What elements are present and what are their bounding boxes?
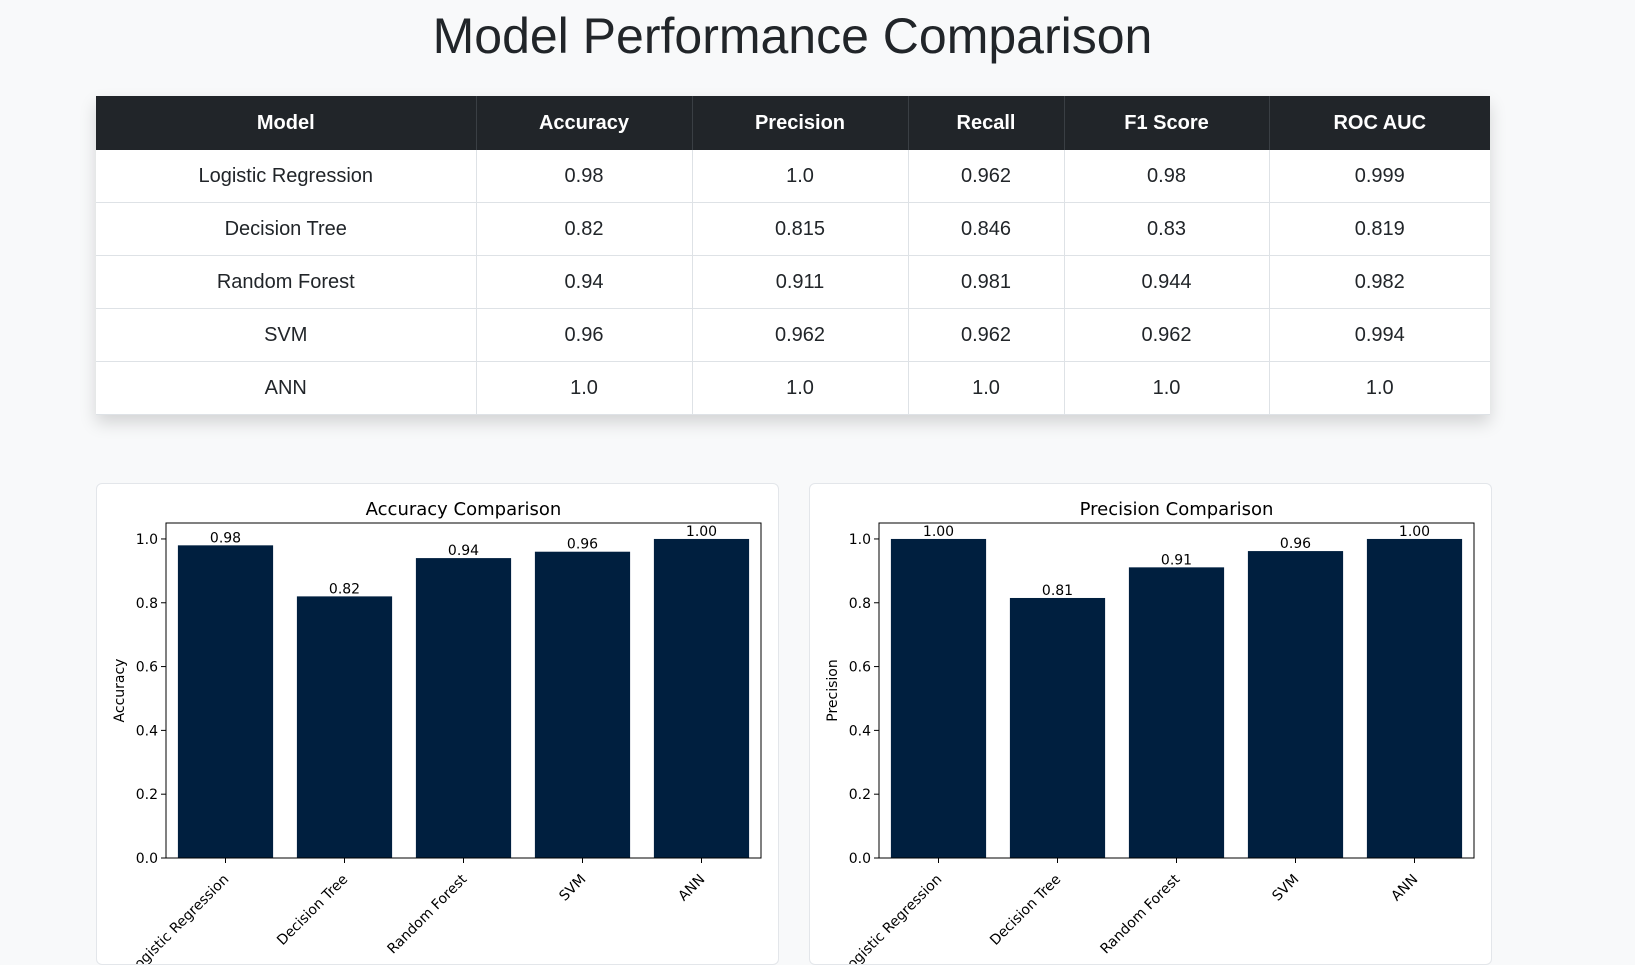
table-cell: 0.981 [908, 255, 1065, 309]
table-cell: 0.83 [1064, 202, 1270, 256]
accuracy-chart-card: Accuracy Comparison 0.98 Logistic Regressi… [96, 483, 779, 965]
x-tick-label: SVM [1269, 872, 1302, 905]
table-cell: 0.82 [476, 202, 693, 256]
bar-ann [653, 538, 750, 858]
header-model: Model [96, 96, 477, 150]
bar-value-label: 0.94 [448, 543, 479, 559]
table-cell: 0.98 [476, 150, 693, 203]
table-cell: 0.815 [692, 202, 909, 256]
y-tick-label: 0.4 [136, 723, 158, 739]
table-cell: 1.0 [1064, 361, 1270, 415]
y-tick-label: 1.0 [849, 532, 871, 548]
x-tick-label: Logistic Regression [839, 872, 945, 964]
bar-random-forest [1128, 567, 1225, 858]
bar-value-label: 1.00 [923, 524, 954, 540]
header-recall: Recall [908, 96, 1065, 150]
header-f1-score: F1 Score [1064, 96, 1270, 150]
x-tick-label: Random Forest [1097, 871, 1183, 957]
x-tick-label: Random Forest [384, 871, 470, 957]
bar-value-label: 0.82 [329, 581, 360, 597]
plot-frame [165, 522, 762, 859]
page-title: Model Performance Comparison [432, 8, 1153, 64]
bar-svm [1247, 551, 1344, 858]
x-tick-label: SVM [556, 872, 589, 905]
bar-value-label: 0.96 [1280, 536, 1311, 552]
table-row: Logistic Regression 0.98 1.0 0.962 0.98 … [96, 150, 1490, 203]
bar-svm [534, 551, 631, 858]
table-row: Random Forest 0.94 0.911 0.981 0.944 0.9… [96, 255, 1490, 309]
bar-value-label: 1.00 [686, 524, 717, 540]
y-tick-label: 0.6 [849, 660, 871, 676]
header-precision: Precision [692, 96, 909, 150]
y-tick-label: 0.6 [136, 660, 158, 676]
table-cell: SVM [96, 308, 477, 362]
table-row: ANN 1.0 1.0 1.0 1.0 1.0 [96, 361, 1490, 415]
table-cell: Random Forest [96, 255, 477, 309]
table-cell: 0.96 [476, 308, 693, 362]
table-row: Decision Tree 0.82 0.815 0.846 0.83 0.81… [96, 202, 1490, 256]
precision-chart-card: Precision Comparison 1.00 Logistic Regress… [809, 483, 1492, 965]
table-cell: 0.962 [908, 308, 1065, 362]
accuracy-chart: Accuracy Comparison 0.98 Logistic Regressi… [112, 499, 762, 964]
table-cell: 0.98 [1064, 150, 1270, 203]
table-cell: 1.0 [692, 150, 909, 203]
table-row: SVM 0.96 0.962 0.962 0.962 0.994 [96, 308, 1490, 362]
metrics-table: Model Accuracy Precision Recall F1 Score… [96, 96, 1490, 415]
y-tick-label: 0.2 [849, 787, 871, 803]
table-cell: Decision Tree [96, 202, 477, 256]
bar-value-label: 1.00 [1399, 524, 1430, 540]
x-tick-label: ANN [1388, 872, 1421, 905]
table-cell: 1.0 [908, 361, 1065, 415]
table-cell: 0.846 [908, 202, 1065, 256]
plot-frame [878, 522, 1475, 859]
table-cell: 0.944 [1064, 255, 1270, 309]
metrics-table-container: Model Accuracy Precision Recall F1 Score… [96, 96, 1490, 415]
x-tick-label: Logistic Regression [126, 872, 232, 964]
y-axis-label: Accuracy [112, 659, 128, 723]
bar-value-label: 0.81 [1042, 583, 1073, 599]
chart-title: Precision Comparison [1080, 499, 1274, 520]
table-cell: 0.962 [692, 308, 909, 362]
header-accuracy: Accuracy [476, 96, 693, 150]
table-cell: 0.911 [692, 255, 909, 309]
x-tick-label: Decision Tree [987, 872, 1064, 949]
bar-random-forest [415, 558, 512, 858]
table-cell: 1.0 [476, 361, 693, 415]
precision-chart: Precision Comparison 1.00 Logistic Regress… [825, 499, 1475, 964]
table-cell: 0.994 [1269, 308, 1490, 362]
table-header-row: Model Accuracy Precision Recall F1 Score… [96, 96, 1490, 150]
y-tick-label: 1.0 [136, 532, 158, 548]
y-tick-label: 0.8 [136, 596, 158, 612]
header-roc-auc: ROC AUC [1269, 96, 1490, 150]
bar-logistic-regression [177, 545, 274, 858]
table-cell: 0.94 [476, 255, 693, 309]
bar-value-label: 0.91 [1161, 552, 1192, 568]
table-cell: ANN [96, 361, 477, 415]
table-cell: 0.962 [908, 150, 1065, 203]
y-tick-label: 0.8 [849, 596, 871, 612]
table-cell: 0.962 [1064, 308, 1270, 362]
table-cell: 0.819 [1269, 202, 1490, 256]
bar-logistic-regression [890, 538, 987, 858]
x-tick-label: Decision Tree [274, 872, 351, 949]
x-tick-label: ANN [675, 872, 708, 905]
bar-decision-tree [1009, 597, 1106, 858]
bar-ann [1366, 538, 1463, 858]
table-cell: 1.0 [692, 361, 909, 415]
table-cell: 1.0 [1269, 361, 1490, 415]
bar-value-label: 0.98 [210, 530, 241, 546]
chart-title: Accuracy Comparison [366, 499, 562, 520]
y-tick-label: 0.0 [136, 851, 158, 867]
bar-value-label: 0.96 [567, 537, 598, 553]
y-tick-label: 0.2 [136, 787, 158, 803]
bar-decision-tree [296, 596, 393, 858]
table-cell: Logistic Regression [96, 150, 477, 203]
table-cell: 0.999 [1269, 150, 1490, 203]
y-tick-label: 0.4 [849, 723, 871, 739]
table-cell: 0.982 [1269, 255, 1490, 309]
y-tick-label: 0.0 [849, 851, 871, 867]
y-axis-label: Precision [825, 659, 841, 721]
